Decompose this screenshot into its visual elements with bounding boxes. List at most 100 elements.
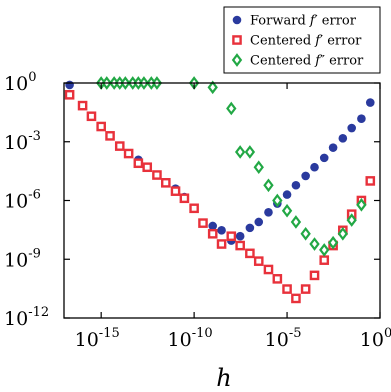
- data-point: [365, 98, 375, 107]
- data-point: [96, 121, 106, 132]
- tick-exponent: -12: [28, 305, 49, 320]
- data-point: [244, 145, 256, 159]
- tick-base: 10: [360, 329, 384, 351]
- legend-text-part: Centered: [250, 34, 315, 49]
- data-point: [310, 162, 319, 172]
- data-point: [161, 178, 171, 188]
- data-point: [123, 148, 134, 159]
- data-point: [245, 248, 255, 259]
- tick-exponent: -9: [28, 246, 41, 261]
- legend-entry: Forward f′ error: [250, 14, 357, 29]
- legend-text-part: Centered: [250, 54, 315, 69]
- data-point: [319, 153, 329, 163]
- data-point: [189, 203, 199, 214]
- data-point: [272, 274, 283, 284]
- legend-text-part: f: [314, 54, 322, 69]
- y-tick-label: 100: [4, 70, 36, 95]
- tick-base: 10: [4, 249, 28, 271]
- data-point: [254, 217, 264, 227]
- data-point: [253, 256, 264, 266]
- tick-base: 10: [4, 132, 28, 154]
- y-tick-label: 10-3: [4, 129, 41, 154]
- data-point: [245, 223, 255, 233]
- data-point: [86, 111, 97, 122]
- data-point: [142, 162, 153, 173]
- data-point: [301, 171, 310, 181]
- data-point: [207, 80, 218, 95]
- tick-base: 10: [265, 329, 289, 351]
- series-2: [64, 89, 376, 304]
- data-point: [217, 226, 226, 235]
- tick-exponent: -5: [289, 326, 302, 341]
- legend-text-part: error: [318, 14, 357, 29]
- chart-marks: [64, 76, 376, 304]
- data-point: [65, 80, 74, 90]
- data-point: [231, 53, 243, 67]
- tick-base: 10: [4, 308, 28, 330]
- tick-exponent: -15: [99, 326, 120, 341]
- data-point: [337, 226, 349, 241]
- data-point: [309, 237, 320, 251]
- data-point: [263, 178, 274, 193]
- tick-base: 10: [75, 329, 99, 351]
- data-point: [208, 221, 218, 231]
- data-point: [327, 235, 339, 250]
- legend-text-part: f: [309, 14, 317, 29]
- tick-base: 10: [168, 329, 192, 351]
- x-tick-label: 10-5: [265, 326, 302, 351]
- data-point: [282, 190, 292, 199]
- data-point: [235, 240, 245, 251]
- data-point: [253, 160, 264, 175]
- data-point: [281, 203, 293, 218]
- data-point: [226, 101, 237, 116]
- data-point: [264, 207, 273, 217]
- data-point: [346, 213, 357, 227]
- x-tick-label: 10-10: [168, 326, 213, 351]
- tick-exponent: 0: [384, 326, 391, 341]
- data-point: [105, 131, 115, 141]
- tick-exponent: -3: [28, 129, 41, 144]
- data-point: [114, 141, 125, 151]
- tick-base: 10: [4, 73, 28, 95]
- data-point: [291, 180, 301, 190]
- plot-frame: [63, 82, 381, 319]
- data-point: [365, 176, 376, 186]
- data-point: [235, 231, 245, 241]
- y-tick-label: 10-9: [4, 246, 41, 271]
- data-point: [226, 231, 237, 242]
- x-tick-label: 100: [360, 326, 391, 351]
- legend-box: [223, 6, 381, 74]
- legend-text-part: f: [314, 34, 322, 49]
- legend-entry: Centered f″ error: [250, 54, 364, 69]
- data-point: [357, 114, 366, 124]
- data-point: [216, 239, 227, 249]
- data-point: [309, 270, 320, 281]
- data-point: [77, 100, 88, 111]
- tick-exponent: 0: [28, 70, 36, 85]
- data-point: [338, 134, 348, 143]
- series-3: [95, 76, 367, 257]
- data-point: [272, 193, 283, 208]
- data-point: [300, 284, 311, 294]
- legend-text-part: Forward: [250, 14, 310, 29]
- legend-text-part: error: [325, 54, 364, 69]
- data-point: [291, 293, 301, 304]
- tick-exponent: -10: [192, 326, 213, 341]
- legend-text-part: ′: [315, 14, 318, 29]
- data-point: [263, 264, 274, 275]
- data-point: [282, 284, 292, 294]
- data-point: [347, 123, 356, 133]
- x-axis-label: h: [216, 364, 231, 392]
- data-point: [356, 198, 367, 212]
- data-point: [319, 243, 330, 257]
- data-point: [290, 215, 302, 229]
- data-point: [319, 255, 330, 265]
- x-tick-label: 10-15: [75, 326, 120, 351]
- data-point: [232, 35, 242, 45]
- data-point: [152, 170, 162, 180]
- data-point: [133, 158, 144, 169]
